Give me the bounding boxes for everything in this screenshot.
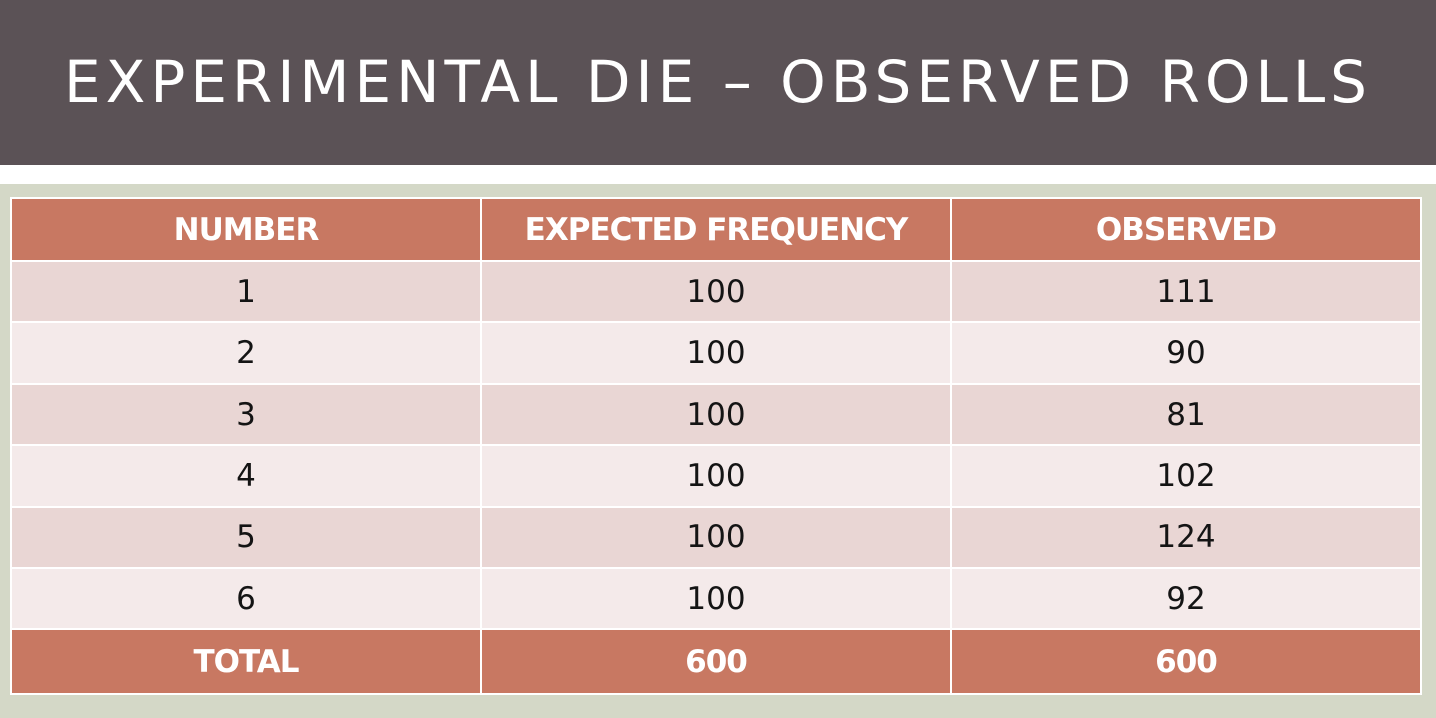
total-label: TOTAL — [10, 628, 482, 695]
cell-number: 2 — [10, 321, 482, 385]
table-row: 5 100 124 — [10, 505, 1422, 570]
table-total-row: TOTAL 600 600 — [10, 628, 1422, 695]
data-table-container: NUMBER EXPECTED FREQUENCY OBSERVED 1 100… — [10, 197, 1422, 695]
header-expected-frequency: EXPECTED FREQUENCY — [480, 197, 952, 262]
cell-expected: 100 — [480, 567, 952, 631]
cell-number: 4 — [10, 444, 482, 508]
table-header-row: NUMBER EXPECTED FREQUENCY OBSERVED — [10, 197, 1422, 262]
cell-expected: 100 — [480, 321, 952, 385]
observed-rolls-table: NUMBER EXPECTED FREQUENCY OBSERVED 1 100… — [10, 197, 1422, 695]
cell-number: 3 — [10, 382, 482, 447]
cell-observed: 81 — [950, 382, 1422, 447]
cell-expected: 100 — [480, 382, 952, 447]
cell-observed: 111 — [950, 259, 1422, 324]
cell-observed: 124 — [950, 505, 1422, 570]
table-row: 3 100 81 — [10, 382, 1422, 447]
table-row: 1 100 111 — [10, 259, 1422, 324]
header-number: NUMBER — [10, 197, 482, 262]
cell-observed: 90 — [950, 321, 1422, 385]
cell-number: 6 — [10, 567, 482, 631]
cell-number: 5 — [10, 505, 482, 570]
header-observed: OBSERVED — [950, 197, 1422, 262]
title-divider — [0, 165, 1436, 184]
cell-expected: 100 — [480, 505, 952, 570]
slide-title: EXPERIMENTAL DIE – OBSERVED ROLLS — [64, 48, 1372, 116]
cell-number: 1 — [10, 259, 482, 324]
cell-observed: 102 — [950, 444, 1422, 508]
total-observed: 600 — [950, 628, 1422, 695]
total-expected: 600 — [480, 628, 952, 695]
cell-expected: 100 — [480, 444, 952, 508]
table-row: 2 100 90 — [10, 321, 1422, 385]
cell-expected: 100 — [480, 259, 952, 324]
cell-observed: 92 — [950, 567, 1422, 631]
table-row: 4 100 102 — [10, 444, 1422, 508]
table-row: 6 100 92 — [10, 567, 1422, 631]
title-bar — [0, 0, 1436, 165]
